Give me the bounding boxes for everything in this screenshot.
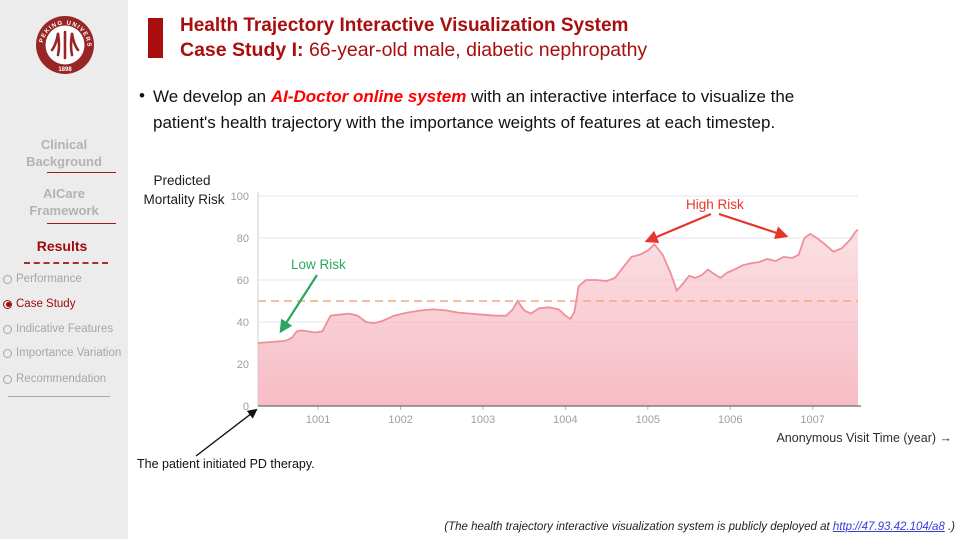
svg-text:60: 60: [237, 275, 249, 287]
sidebar-item-clinical-background[interactable]: Clinical Background: [0, 137, 128, 170]
y-axis-label: Mortality Risk: [143, 192, 224, 207]
high-risk-arrow-left-icon: [644, 212, 712, 243]
footer-note: (The health trajectory interactive visua…: [444, 521, 955, 533]
sidebar-section-label: Clinical: [40, 137, 88, 152]
bullet-text: with an interactive interface to visuali…: [466, 87, 795, 106]
sidebar: PEKING UNIVERSITY 1898 Clinical Backgrou…: [0, 0, 128, 539]
svg-text:1007: 1007: [800, 414, 824, 426]
high-risk-annotation: High Risk: [686, 197, 744, 212]
sidebar-item-indicative-features[interactable]: Indicative Features: [3, 322, 113, 336]
radio-icon: [3, 274, 12, 284]
y-axis-label: Predicted: [153, 173, 210, 188]
svg-text:80: 80: [237, 233, 249, 245]
bullet-text: We develop an: [153, 87, 271, 106]
radio-selected-icon: [3, 299, 12, 309]
radio-icon: [3, 374, 12, 384]
ai-doctor-highlight: AI-Doctor online system: [270, 87, 467, 106]
high-risk-arrow-right-icon: [718, 212, 789, 239]
low-risk-annotation: Low Risk: [291, 257, 346, 272]
svg-text:100: 100: [231, 191, 249, 203]
radio-icon: [3, 324, 12, 334]
svg-text:1005: 1005: [636, 414, 660, 426]
sidebar-item-importance-variation[interactable]: Importance Variation: [3, 346, 121, 360]
nav-item-label: Performance: [16, 273, 82, 285]
footer-text: .): [944, 521, 955, 533]
pd-therapy-note: The patient initiated PD therapy.: [137, 457, 315, 471]
svg-text:1004: 1004: [553, 414, 577, 426]
svg-text:1003: 1003: [471, 414, 495, 426]
patient-description: 66-year-old male, diabetic nephropathy: [303, 39, 648, 61]
case-study-subtitle: Case Study I: 66-year-old male, diabetic…: [180, 39, 647, 62]
bullet-point: • We develop an AI-Doctor online system w…: [138, 84, 938, 136]
results-heading: Results: [36, 238, 88, 254]
risk-trajectory-chart: 0 20 40 60 80 100 1001 1002 1003 1004 1005 1006 1007…: [143, 173, 952, 457]
svg-text:1001: 1001: [306, 414, 330, 426]
low-risk-arrow-icon: [279, 274, 318, 334]
bullet-text: patient's health trajectory with the imp…: [153, 113, 776, 132]
page-title: Health Trajectory Interactive Visualizat…: [180, 15, 629, 36]
svg-text:0: 0: [243, 401, 249, 413]
divider: [8, 396, 110, 397]
svg-text:1006: 1006: [718, 414, 742, 426]
sidebar-section-label: Framework: [29, 202, 99, 218]
sidebar-item-performance[interactable]: Performance: [3, 272, 82, 286]
divider: [47, 223, 116, 224]
sidebar-section-label: Background: [26, 153, 102, 169]
divider: [47, 172, 116, 173]
title-accent-bar: [148, 18, 163, 58]
nav-item-label: Indicative Features: [16, 323, 114, 335]
sidebar-section-label: AICare: [43, 186, 85, 201]
university-logo-icon: PEKING UNIVERSITY 1898: [33, 13, 94, 74]
bullet-marker: •: [139, 86, 145, 105]
sidebar-item-aicare-framework[interactable]: AICare Framework: [0, 186, 128, 219]
chart-series: [257, 228, 861, 407]
svg-text:20: 20: [237, 359, 249, 371]
x-axis-label: Anonymous Visit Time (year) →: [776, 431, 952, 445]
sidebar-item-recommendation[interactable]: Recommendation: [3, 372, 106, 386]
nav-item-label: Case Study: [16, 298, 76, 310]
svg-text:40: 40: [237, 317, 249, 329]
divider-dashed: [24, 262, 108, 264]
nav-item-label: Importance Variation: [16, 347, 122, 359]
sidebar-item-case-study[interactable]: Case Study: [3, 297, 75, 311]
svg-text:1002: 1002: [388, 414, 412, 426]
nav-item-label: Recommendation: [16, 373, 107, 385]
deployment-link[interactable]: http://47.93.42.104/a8: [832, 521, 945, 533]
svg-text:1898: 1898: [58, 67, 72, 73]
pd-therapy-arrow-icon: [195, 408, 258, 457]
case-study-label: Case Study I:: [180, 39, 304, 61]
radio-icon: [3, 348, 12, 358]
footer-text: (The health trajectory interactive visua…: [444, 521, 833, 533]
